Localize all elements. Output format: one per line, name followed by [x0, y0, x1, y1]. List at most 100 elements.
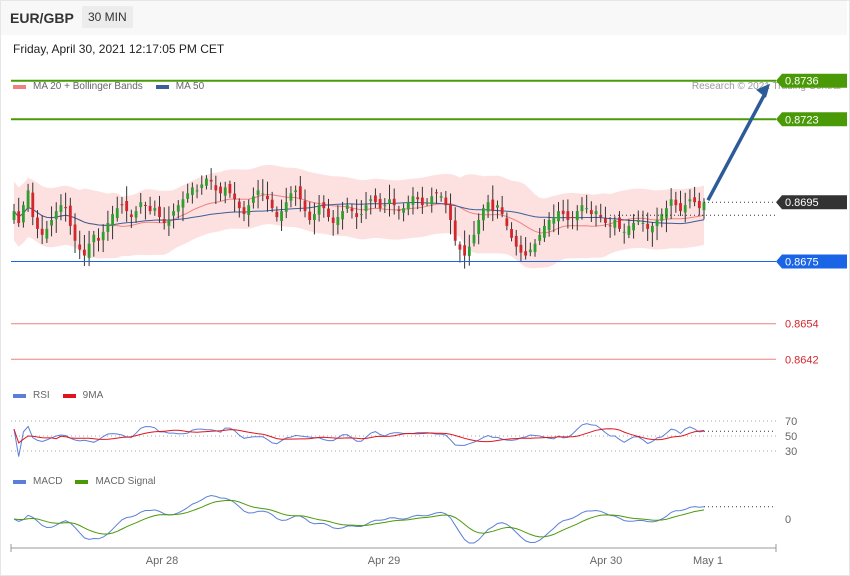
- candle: [547, 212, 551, 237]
- time-axis: Apr 28 Apr 29 Apr 30 May 1: [10, 544, 777, 567]
- candle-body: [594, 211, 598, 215]
- rsi-ma-swatch: [62, 393, 76, 398]
- candle: [209, 168, 213, 190]
- candle-body: [228, 183, 232, 194]
- price-levels: 0.8736 0.8723 0.8695 0.8675 0.8654 0.8642: [11, 73, 847, 366]
- candle-body: [543, 225, 546, 238]
- level-label: 0.8642: [785, 354, 819, 366]
- candle-body: [481, 208, 485, 221]
- candle: [233, 181, 237, 213]
- candle: [585, 194, 589, 214]
- candle: [190, 182, 194, 204]
- timeframe-button[interactable]: 30 MIN: [82, 6, 133, 28]
- candle-body: [256, 190, 260, 195]
- rsi-legend: RSI 9MA: [13, 390, 103, 401]
- candle-body: [172, 211, 175, 216]
- candle: [214, 175, 218, 205]
- candle-body: [190, 187, 194, 195]
- legend-ma20: MA 20 + Bollinger Bands: [33, 81, 143, 92]
- candle: [200, 175, 204, 195]
- candle: [383, 198, 387, 214]
- candle-body: [129, 214, 133, 218]
- candle-body: [294, 190, 298, 193]
- price-legend: MA 20 + Bollinger Bands MA 50: [13, 81, 204, 92]
- candle: [251, 187, 255, 209]
- candle: [641, 210, 645, 232]
- price-panel: [12, 164, 706, 269]
- candle-body: [585, 208, 589, 210]
- candle: [73, 213, 77, 254]
- candle-body: [599, 214, 603, 218]
- candle: [543, 219, 546, 242]
- bollinger-band: [14, 164, 704, 269]
- instrument-pair: EUR/GBP: [10, 10, 74, 26]
- candle-body: [683, 205, 687, 213]
- candle: [78, 230, 82, 260]
- candle: [702, 198, 706, 220]
- candle-body: [17, 211, 21, 223]
- candle-body: [402, 208, 405, 213]
- ma50-swatch: [155, 84, 169, 89]
- macd-panel: 0: [13, 494, 791, 544]
- candle: [219, 182, 222, 202]
- candle-body: [26, 190, 30, 209]
- level-tag: [776, 254, 847, 269]
- candle: [646, 212, 650, 241]
- candle-body: [589, 210, 593, 215]
- level-current: 0.8695: [704, 195, 847, 210]
- candle: [688, 189, 692, 209]
- candle-body: [266, 195, 269, 200]
- candle: [388, 184, 391, 217]
- candle: [162, 207, 166, 230]
- candle: [17, 197, 21, 227]
- level-resistance: 0.8723: [11, 112, 847, 127]
- candle-body: [622, 231, 626, 233]
- candle: [223, 181, 227, 204]
- candle: [317, 195, 321, 222]
- candle-body: [411, 196, 415, 205]
- candle: [237, 198, 241, 218]
- macd-line: [13, 494, 705, 544]
- candle-body: [496, 205, 499, 208]
- candle: [21, 201, 25, 228]
- candle: [665, 200, 668, 233]
- candle-body: [486, 202, 490, 212]
- candle-body: [566, 211, 570, 220]
- candle-body: [327, 208, 330, 218]
- ma20-line: [13, 193, 705, 234]
- candle: [280, 199, 283, 231]
- candle-body: [50, 220, 53, 226]
- candle-body: [242, 207, 246, 215]
- candle: [402, 203, 405, 222]
- candle: [167, 206, 171, 236]
- level-tag: [776, 73, 847, 88]
- candle-body: [552, 217, 556, 224]
- candle-body: [505, 218, 509, 226]
- candle: [228, 180, 232, 198]
- candle: [453, 207, 457, 246]
- candle-body: [158, 206, 161, 218]
- macd-legend: MACD MACD Signal: [13, 476, 155, 487]
- level-label: 0.8695: [785, 197, 819, 209]
- candle-body: [679, 203, 682, 212]
- candle-body: [669, 199, 673, 206]
- candle: [97, 228, 100, 252]
- candle-body: [275, 211, 279, 218]
- candle-body: [655, 220, 659, 227]
- timestamp: Friday, April 30, 2021 12:17:05 PM CET: [13, 42, 225, 56]
- candle-body: [345, 205, 349, 209]
- candle-body: [186, 193, 190, 199]
- candle-body: [538, 234, 542, 241]
- candle-body: [697, 200, 701, 209]
- candle-body: [106, 222, 110, 232]
- forecast-arrow-shaft: [706, 90, 768, 202]
- candle-body: [416, 197, 420, 200]
- candle-body: [115, 208, 119, 219]
- candle: [284, 187, 288, 219]
- candle: [693, 186, 697, 207]
- candle-body: [388, 199, 391, 204]
- candle: [416, 191, 420, 210]
- candle-body: [176, 205, 180, 212]
